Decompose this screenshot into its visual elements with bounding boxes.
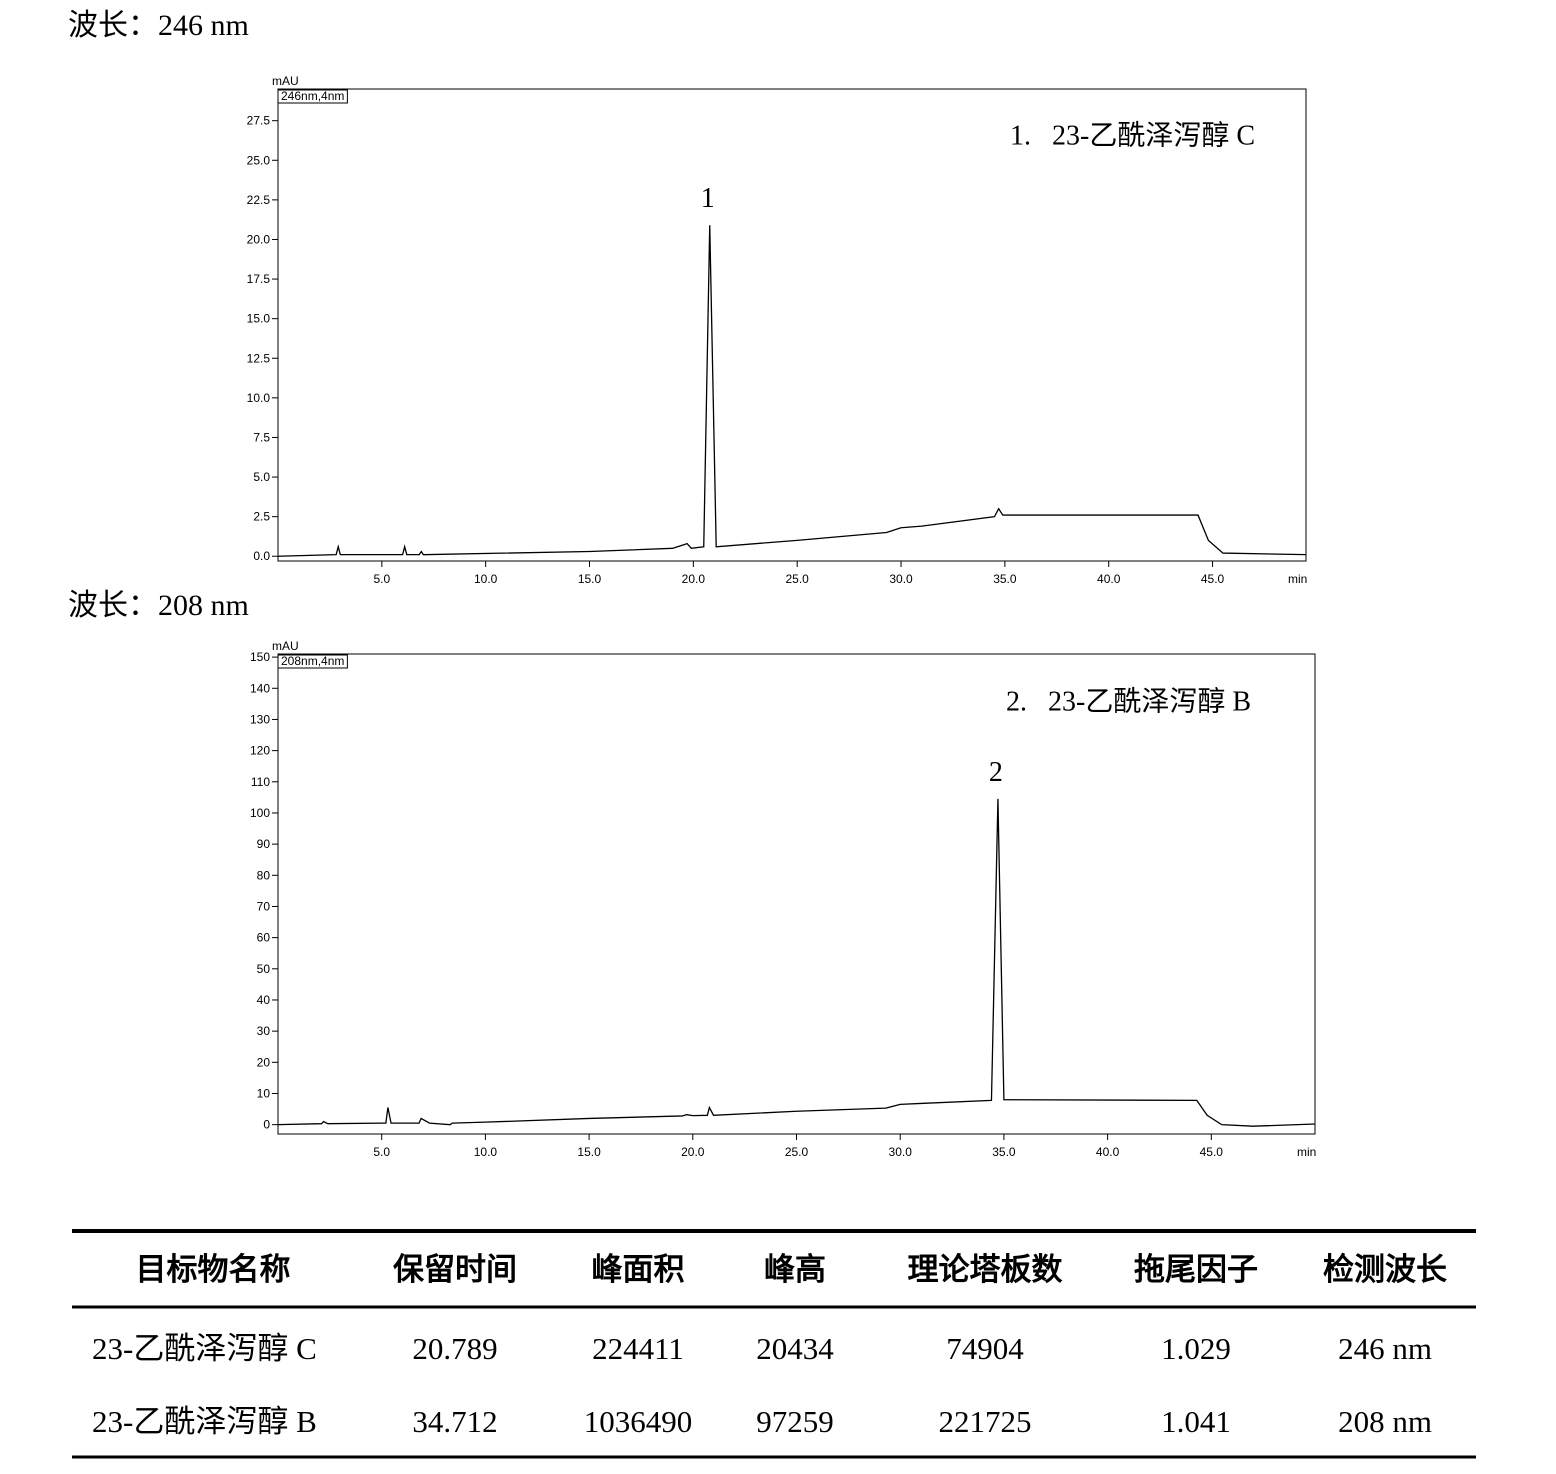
y-tick-label: 60 — [257, 931, 271, 945]
channel-label: 208nm,4nm — [281, 654, 344, 668]
channel-label: 246nm,4nm — [281, 89, 344, 103]
y-tick-label: 27.5 — [247, 114, 271, 128]
y-tick-label: 20 — [257, 1055, 271, 1069]
plot-frame — [277, 653, 1316, 1135]
peak-label: 1 — [701, 183, 715, 214]
legend-annotation: 1. 23-乙酰泽泻醇 C — [1010, 119, 1255, 151]
table-header-cell: 拖尾因子 — [1134, 1252, 1258, 1288]
y-tick-label: 130 — [250, 712, 270, 726]
table-cell: 20434 — [756, 1331, 834, 1366]
y-tick-label: 140 — [250, 681, 270, 695]
y-tick-label: 50 — [257, 962, 271, 976]
x-axis-label: min — [1297, 1145, 1316, 1159]
x-tick-label: 45.0 — [1200, 1145, 1224, 1159]
table-header-cell: 峰面积 — [592, 1252, 685, 1288]
trace — [277, 798, 1316, 1127]
y-tick-label: 120 — [250, 744, 270, 758]
table-cell: 20.789 — [412, 1331, 497, 1366]
x-tick-label: 10.0 — [474, 1145, 498, 1159]
x-tick-label: 30.0 — [889, 572, 913, 586]
y-tick-label: 22.5 — [247, 193, 271, 207]
y-tick-label: 90 — [257, 837, 271, 851]
y-tick-label: 80 — [257, 868, 271, 882]
y-tick-label: 0.0 — [253, 549, 270, 563]
x-axis-label: min — [1288, 572, 1307, 586]
x-tick-label: 25.0 — [786, 572, 810, 586]
y-tick-label: 150 — [250, 650, 270, 664]
table-cell: 208 nm — [1338, 1404, 1432, 1439]
y-tick-label: 10 — [257, 1086, 271, 1100]
x-tick-label: 45.0 — [1201, 572, 1225, 586]
table-cell: 1.029 — [1161, 1331, 1231, 1366]
y-tick-label: 110 — [251, 775, 270, 789]
table-header-cell: 理论塔板数 — [908, 1252, 1063, 1288]
channel-box — [277, 89, 348, 104]
x-tick-label: 15.0 — [578, 572, 602, 586]
table-header-cell: 检测波长 — [1323, 1252, 1447, 1288]
y-tick-label: 100 — [250, 806, 270, 820]
chart-title: 波长：208 nm — [68, 589, 249, 622]
table-cell: 23-乙酰泽泻醇 B — [92, 1404, 317, 1439]
x-tick-label: 5.0 — [373, 1145, 390, 1159]
x-tick-label: 35.0 — [992, 1145, 1016, 1159]
table-cell: 74904 — [946, 1331, 1024, 1366]
y-tick-label: 70 — [257, 899, 271, 913]
channel-box — [277, 654, 348, 669]
x-tick-label: 20.0 — [682, 572, 706, 586]
table-cell: 1036490 — [584, 1404, 693, 1439]
table-header-cell: 目标物名称 — [136, 1252, 291, 1288]
peak-label: 2 — [989, 757, 1003, 788]
x-tick-label: 10.0 — [474, 572, 498, 586]
table-header-cell: 保留时间 — [393, 1252, 517, 1288]
y-tick-label: 0 — [263, 1118, 270, 1132]
trace — [277, 225, 1307, 557]
y-tick-label: 15.0 — [247, 312, 271, 326]
x-tick-label: 5.0 — [373, 572, 390, 586]
y-tick-label: 10.0 — [247, 391, 271, 405]
table-cell: 221725 — [939, 1404, 1032, 1439]
legend-annotation: 2. 23-乙酰泽泻醇 B — [1006, 685, 1251, 717]
y-tick-label: 2.5 — [253, 510, 270, 524]
y-tick-label: 5.0 — [253, 470, 270, 484]
y-tick-label: 20.0 — [247, 232, 271, 246]
table-header-cell: 峰高 — [764, 1252, 826, 1288]
plot-frame — [277, 88, 1307, 562]
x-tick-label: 40.0 — [1097, 572, 1121, 586]
y-tick-label: 40 — [257, 993, 271, 1007]
y-axis-label: mAU — [272, 639, 299, 653]
table-cell: 1.041 — [1161, 1404, 1231, 1439]
y-tick-label: 17.5 — [247, 272, 271, 286]
table-cell: 224411 — [592, 1331, 684, 1366]
x-tick-label: 15.0 — [577, 1145, 601, 1159]
table-cell: 246 nm — [1338, 1331, 1432, 1366]
y-tick-label: 25.0 — [247, 153, 271, 167]
table-cell: 97259 — [756, 1404, 834, 1439]
table-cell: 34.712 — [412, 1404, 497, 1439]
y-axis-label: mAU — [272, 74, 299, 88]
x-tick-label: 35.0 — [993, 572, 1017, 586]
x-tick-label: 25.0 — [785, 1145, 809, 1159]
x-tick-label: 30.0 — [889, 1145, 913, 1159]
table-cell: 23-乙酰泽泻醇 C — [92, 1331, 317, 1366]
x-tick-label: 20.0 — [681, 1145, 705, 1159]
chart-title: 波长：246 nm — [68, 9, 249, 42]
y-tick-label: 12.5 — [247, 351, 271, 365]
x-tick-label: 40.0 — [1096, 1145, 1120, 1159]
y-tick-label: 7.5 — [253, 430, 270, 444]
y-tick-label: 30 — [257, 1024, 271, 1038]
